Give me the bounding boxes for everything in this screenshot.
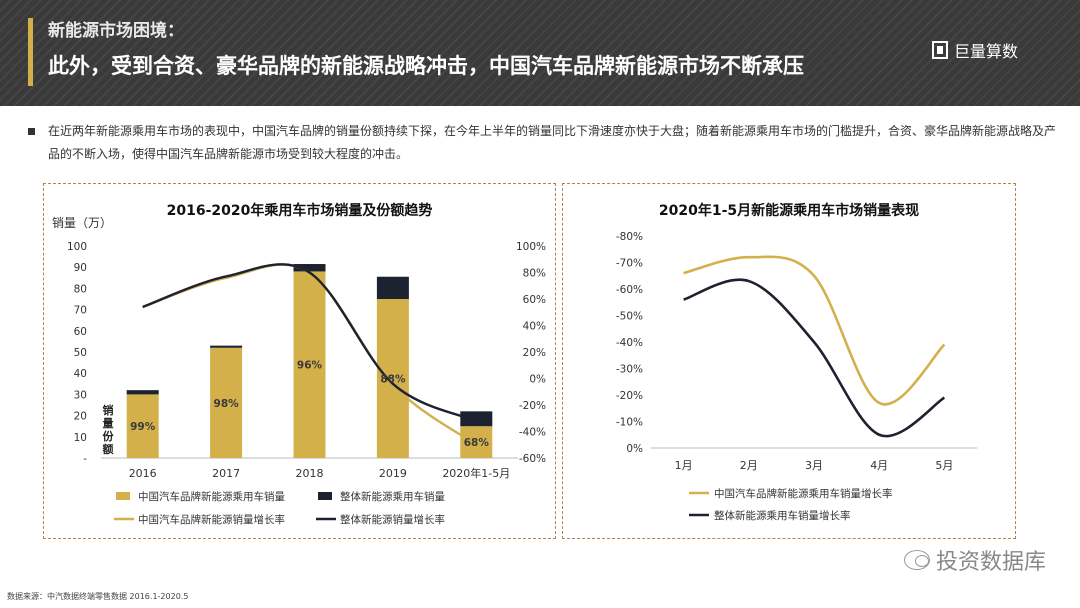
legend-label: 中国汽车品牌新能源乘用车销量增长率 bbox=[714, 487, 893, 500]
left-y2-tick: -20% bbox=[519, 400, 546, 412]
left-y-tick: - bbox=[83, 453, 87, 465]
left-y-tick: 40 bbox=[74, 368, 87, 380]
left-y2-tick: 60% bbox=[523, 294, 546, 306]
right-y-tick: 0% bbox=[626, 443, 643, 455]
bar-overall-remainder bbox=[376, 276, 409, 299]
bar-china-brand bbox=[210, 347, 243, 458]
share-data-label: 98% bbox=[214, 398, 240, 410]
left-y-tick: 100 bbox=[67, 241, 87, 253]
share-axis-label-char: 额 bbox=[103, 442, 114, 456]
right-x-tick: 3月 bbox=[805, 459, 823, 472]
header-kicker: 新能源市场困境： bbox=[48, 21, 184, 41]
left-y-tick: 70 bbox=[74, 305, 87, 317]
share-data-label: 88% bbox=[380, 374, 406, 386]
header-banner: 新能源市场困境： 此外，受到合资、豪华品牌的新能源战略冲击，中国汽车品牌新能源市… bbox=[0, 0, 1080, 106]
left-y2-tick: -60% bbox=[519, 453, 546, 465]
legend-label: 中国汽车品牌新能源乘用车销量 bbox=[138, 490, 285, 503]
legend-label: 中国汽车品牌新能源销量增长率 bbox=[138, 513, 285, 526]
bar-overall-remainder bbox=[210, 345, 243, 348]
brand-logo: 巨量算数 bbox=[931, 38, 1018, 62]
intro-paragraph: 在近两年新能源乘用车市场的表现中，中国汽车品牌的销量份额持续下探，在今年上半年的… bbox=[28, 120, 1058, 166]
left-y2-tick: -40% bbox=[519, 427, 546, 439]
left-x-tick: 2016 bbox=[129, 467, 157, 480]
share-data-label: 68% bbox=[464, 437, 490, 449]
header-accent-bar bbox=[28, 18, 33, 86]
legend-label: 整体新能源乘用车销量 bbox=[340, 490, 445, 503]
right-y-tick: -50% bbox=[616, 311, 643, 323]
right-y-tick: -40% bbox=[616, 337, 643, 349]
left-y-tick: 80 bbox=[74, 283, 87, 295]
left-x-tick: 2019 bbox=[379, 467, 407, 480]
left-y-axis-label: 销量（万） bbox=[52, 216, 112, 230]
left-y2-tick: 0% bbox=[529, 374, 546, 386]
logo-text: 巨量算数 bbox=[953, 42, 1018, 61]
line-overall-growth bbox=[683, 278, 946, 438]
right-y-tick: -10% bbox=[616, 417, 643, 429]
legend-label: 整体新能源乘用车销量增长率 bbox=[714, 509, 851, 522]
legend-swatch-box bbox=[318, 492, 332, 500]
right-x-tick: 5月 bbox=[935, 459, 953, 472]
left-x-tick: 2020年1-5月 bbox=[442, 466, 510, 480]
bar-overall-remainder bbox=[126, 390, 159, 395]
bar-china-brand bbox=[460, 426, 493, 458]
share-data-label: 99% bbox=[130, 421, 156, 433]
right-x-tick: 1月 bbox=[675, 459, 693, 472]
bullet-square-icon bbox=[28, 128, 35, 135]
bar-overall-remainder bbox=[460, 411, 493, 427]
bar-overall-remainder bbox=[293, 264, 326, 272]
right-chart-svg: 0% -10% -20% -30% -40% -50% -60% -70% -80% 1月 2月 3月… bbox=[616, 231, 977, 522]
line-china-brand-growth bbox=[683, 255, 946, 406]
right-y-tick: -80% bbox=[616, 231, 643, 243]
left-chart-panel: 2016-2020年乘用车市场销量及份额趋势 销量（万） - 10 20 30 40 50 6… bbox=[43, 183, 556, 539]
legend-swatch-box bbox=[116, 492, 130, 500]
left-y-tick: 10 bbox=[74, 432, 87, 444]
left-y2-tick: 100% bbox=[516, 241, 546, 253]
right-y-tick: -60% bbox=[616, 284, 643, 296]
left-y-tick: 20 bbox=[74, 411, 87, 423]
line-overall-growth bbox=[142, 263, 477, 423]
right-y-tick: -20% bbox=[616, 390, 643, 402]
data-source-note: 数据来源：中汽数据终端零售数据 2016.1-2020.5 bbox=[7, 592, 189, 601]
left-x-tick: 2018 bbox=[296, 467, 324, 480]
share-axis-label-char: 销 bbox=[103, 403, 114, 417]
page-title: 此外，受到合资、豪华品牌的新能源战略冲击，中国汽车品牌新能源市场不断承压 bbox=[48, 54, 804, 78]
left-chart-svg: 销量（万） - 10 20 30 40 50 60 70 80 90 100 -60% -40% -20% 0… bbox=[52, 216, 546, 526]
watermark-text: 投资数据库 bbox=[935, 550, 1046, 575]
left-y-tick: 90 bbox=[74, 262, 87, 274]
left-y-tick: 50 bbox=[74, 347, 87, 359]
left-y-tick: 30 bbox=[74, 389, 87, 401]
share-axis-label-char: 份 bbox=[103, 429, 115, 443]
left-y-tick: 60 bbox=[74, 326, 87, 338]
bar-china-brand bbox=[376, 299, 409, 458]
share-data-label: 96% bbox=[297, 360, 323, 372]
right-y-tick: -30% bbox=[616, 364, 643, 376]
right-x-tick: 4月 bbox=[870, 459, 888, 472]
bar-china-brand bbox=[293, 271, 326, 458]
logo-icon bbox=[931, 41, 948, 59]
legend-label: 整体新能源销量增长率 bbox=[340, 513, 445, 526]
left-chart-title: 2016-2020年乘用车市场销量及份额趋势 bbox=[166, 203, 433, 219]
watermark: 投资数据库 bbox=[903, 544, 1046, 576]
bar-china-brand bbox=[126, 394, 159, 458]
right-y-tick: -70% bbox=[616, 258, 643, 270]
right-chart-panel: 2020年1-5月新能源乘用车市场销量表现 0% -10% -20% -30% -40%… bbox=[562, 183, 1016, 539]
right-x-tick: 2月 bbox=[740, 459, 758, 472]
left-y2-tick: 20% bbox=[523, 347, 546, 359]
intro-text: 在近两年新能源乘用车市场的表现中，中国汽车品牌的销量份额持续下探，在今年上半年的… bbox=[48, 124, 1057, 161]
left-y2-tick: 80% bbox=[523, 268, 546, 280]
right-chart-title: 2020年1-5月新能源乘用车市场销量表现 bbox=[658, 203, 920, 219]
share-axis-label-char: 量 bbox=[103, 417, 114, 430]
left-x-tick: 2017 bbox=[212, 467, 240, 480]
left-y2-tick: 40% bbox=[523, 321, 546, 333]
wechat-icon bbox=[903, 550, 930, 570]
